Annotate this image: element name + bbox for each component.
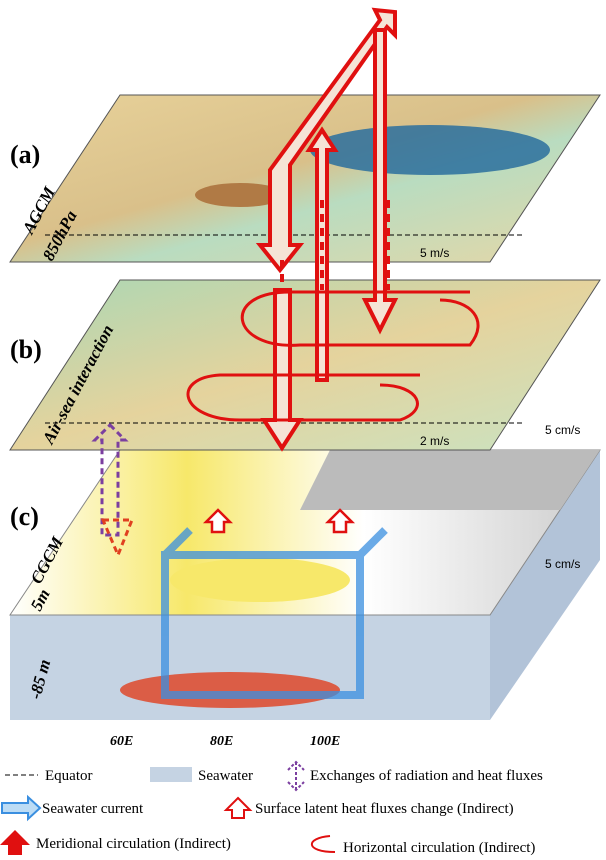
surface-anomaly: [170, 558, 350, 602]
legend-exchange: [288, 762, 304, 790]
scale-label: 5 cm/s: [545, 423, 580, 437]
scale-label: 5 cm/s: [545, 557, 580, 571]
legend-latent: [226, 798, 250, 818]
scale-label: 2 m/s: [420, 434, 449, 448]
legend-current: [2, 797, 40, 819]
x-axis-label: 100E: [310, 734, 340, 749]
panel-label: (a): [10, 140, 40, 169]
legend-text: Equator: [45, 768, 92, 784]
x-axis-label: 80E: [210, 734, 233, 749]
scale-label: 5 m/s: [420, 246, 449, 260]
deep-anomaly: [120, 672, 340, 708]
legend-text: Exchanges of radiation and heat fluxes: [310, 768, 543, 784]
legend-horizontal: [312, 836, 335, 852]
panel-label: (b): [10, 335, 42, 364]
legend-meridional: [0, 830, 30, 855]
legend-text: Seawater current: [42, 801, 144, 817]
x-axis-label: 60E: [110, 734, 133, 749]
panel-label: (c): [10, 502, 39, 531]
land: [300, 450, 600, 510]
legend-text: Horizontal circulation (Indirect): [343, 840, 535, 856]
legend-seawater: [150, 767, 192, 782]
legend-text: Meridional circulation (Indirect): [36, 836, 231, 852]
legend-text: Seawater: [198, 768, 253, 784]
negative-anomaly: [310, 125, 550, 175]
figure: (a) AGCM 850hPa 5 m/s (b) Air-sea intera…: [0, 0, 606, 860]
legend-text: Surface latent heat fluxes change (Indir…: [255, 801, 514, 817]
